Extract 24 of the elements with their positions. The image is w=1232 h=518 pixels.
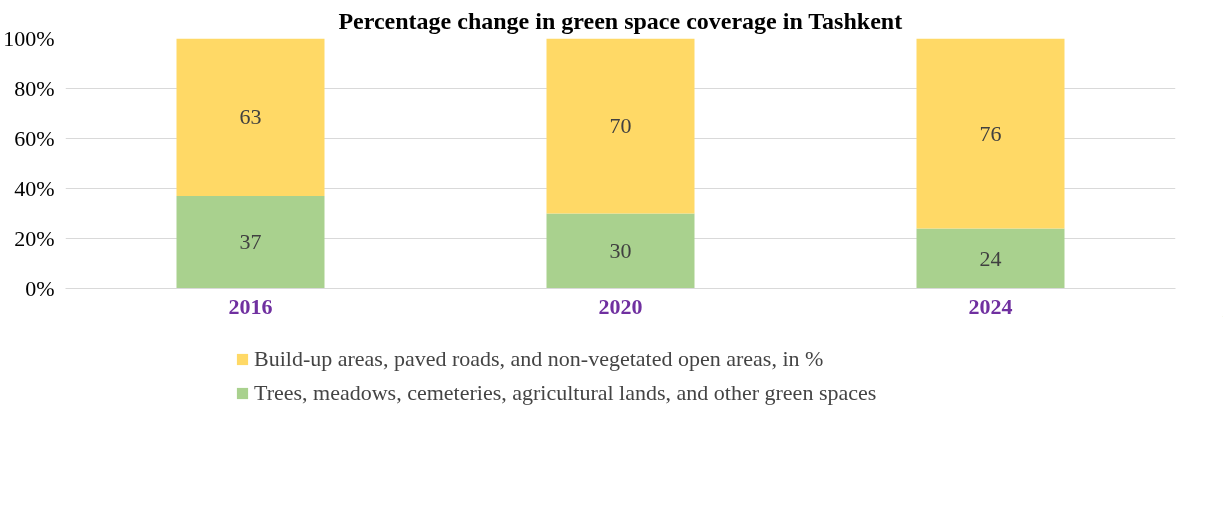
chart-title: Percentage change in green space coverage in Tashkent (338, 7, 903, 34)
bar (916, 38, 1065, 229)
y-tick-label: 20% (14, 226, 55, 251)
data-label: 76 (979, 120, 1002, 146)
y-tick-label: 60% (14, 126, 55, 151)
data-label: 24 (979, 245, 1002, 271)
y-tick-label: 80% (14, 76, 55, 101)
x-tick-label: 2024 (968, 293, 1013, 319)
bar (546, 213, 695, 289)
bar (546, 38, 695, 214)
data-label: 37 (239, 229, 262, 255)
legend-label: Trees, meadows, cemeteries, agricultural lands, and other green spaces (254, 380, 877, 406)
data-label: 30 (609, 238, 632, 263)
y-tick-label: 0% (25, 276, 55, 301)
bar (176, 38, 325, 196)
bar (916, 228, 1065, 289)
data-label: 70 (609, 113, 632, 138)
legend-label: Build-up areas, paved roads, and non-vegetated open areas, in % (254, 346, 824, 372)
bar (176, 196, 325, 289)
y-tick-label: 40% (14, 176, 55, 201)
x-tick-label: 2020 (598, 293, 643, 319)
x-tick-label: 2016 (228, 293, 273, 319)
data-label: 63 (239, 104, 262, 130)
y-tick-label: 100% (3, 26, 55, 51)
